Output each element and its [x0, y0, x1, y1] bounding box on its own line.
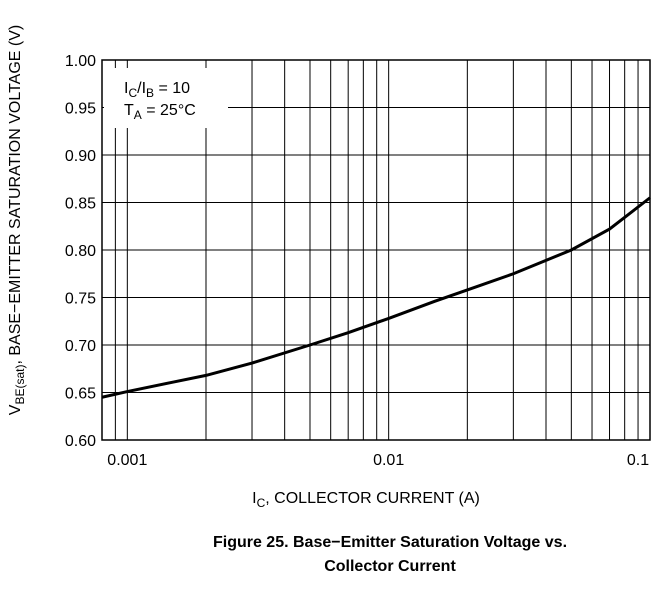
x-tick-label: 0.001 [107, 452, 147, 469]
x-label-sub: C [257, 496, 266, 510]
annotation: IC/IB = 10 [124, 80, 190, 100]
y-label-sub: BE(sat) [13, 365, 27, 405]
annotation-bg [104, 68, 228, 128]
caption: Figure 25. Base−Emitter Saturation Volta… [213, 534, 567, 551]
y-tick-label: 0.75 [65, 291, 96, 308]
y-axis-label: VBE(sat), BASE−EMITTER SATURATION VOLTAG… [7, 25, 27, 415]
x-axis-label: IC, COLLECTOR CURRENT (A) [252, 490, 480, 510]
annotation: TA = 25°C [124, 102, 196, 122]
y-tick-label: 0.95 [65, 101, 96, 118]
annotation-part: C [128, 86, 137, 100]
annotation-part: B [146, 86, 154, 100]
plot-frame [101, 59, 651, 441]
x-tick-label: 0.1 [627, 452, 649, 469]
annotation-part: A [134, 108, 142, 122]
caption: Collector Current [324, 558, 456, 575]
annotation-part: = 10 [154, 80, 190, 97]
y-label-main: V [7, 404, 24, 415]
annotation-part: = 25°C [142, 102, 196, 119]
x-label-main: I [252, 490, 256, 507]
x-label-rest: , COLLECTOR CURRENT (A) [265, 490, 480, 507]
annotation-part: I [124, 80, 128, 97]
y-tick-label: 0.85 [65, 196, 96, 213]
y-tick-label: 0.90 [65, 148, 96, 165]
y-tick-label: 1.00 [65, 53, 96, 70]
curve [101, 196, 651, 399]
y-tick-label: 0.65 [65, 386, 96, 403]
y-label-rest: , BASE−EMITTER SATURATION VOLTAGE (V) [7, 25, 24, 365]
annotation-part: T [124, 102, 134, 119]
annotation-part: /I [137, 80, 146, 97]
x-tick-label: 0.01 [373, 452, 404, 469]
y-tick-label: 0.80 [65, 243, 96, 260]
y-tick-label: 0.60 [65, 433, 96, 450]
y-tick-label: 0.70 [65, 338, 96, 355]
